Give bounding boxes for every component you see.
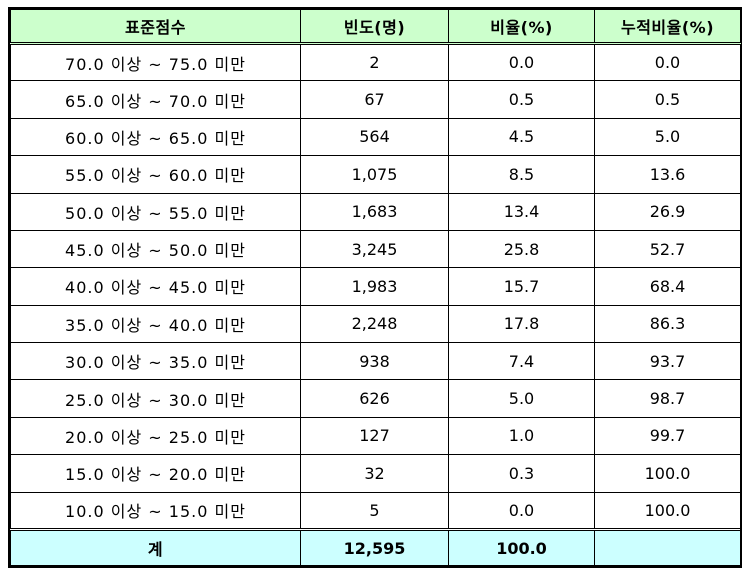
cell-cumulative: 98.7 bbox=[594, 379, 741, 418]
table-row: 55.0 이상 ~ 60.0 미만 1,075 8.5 13.6 bbox=[10, 155, 741, 194]
cell-range: 30.0 이상 ~ 35.0 미만 bbox=[10, 341, 301, 381]
table-row: 35.0 이상 ~ 40.0 미만 2,248 17.8 86.3 bbox=[10, 304, 741, 344]
cell-ratio: 5.0 bbox=[448, 379, 595, 418]
total-label: 계 bbox=[10, 528, 301, 566]
cell-range: 45.0 이상 ~ 50.0 미만 bbox=[10, 229, 301, 269]
header-frequency: 빈도(명) bbox=[300, 9, 449, 45]
cell-cumulative: 52.7 bbox=[594, 229, 741, 269]
cell-ratio: 0.3 bbox=[448, 454, 595, 493]
cell-count: 5 bbox=[300, 491, 449, 530]
cell-range: 10.0 이상 ~ 15.0 미만 bbox=[10, 491, 301, 530]
table-row: 70.0 이상 ~ 75.0 미만 2 0.0 0.0 bbox=[10, 42, 741, 82]
frequency-table-frame: 표준점수 빈도(명) 비율(%) 누적비율(%) 70.0 이상 ~ 75.0 … bbox=[8, 7, 742, 568]
table-row: 50.0 이상 ~ 55.0 미만 1,683 13.4 26.9 bbox=[10, 192, 741, 231]
total-cumulative bbox=[594, 528, 741, 566]
table-row: 25.0 이상 ~ 30.0 미만 626 5.0 98.7 bbox=[10, 379, 741, 418]
cell-range: 40.0 이상 ~ 45.0 미만 bbox=[10, 267, 301, 306]
cell-count: 1,683 bbox=[300, 192, 449, 231]
cell-cumulative: 0.0 bbox=[594, 42, 741, 82]
total-ratio: 100.0 bbox=[448, 528, 595, 566]
table-row: 40.0 이상 ~ 45.0 미만 1,983 15.7 68.4 bbox=[10, 267, 741, 306]
cell-cumulative: 93.7 bbox=[594, 341, 741, 381]
cell-ratio: 0.5 bbox=[448, 80, 595, 119]
cell-ratio: 17.8 bbox=[448, 304, 595, 344]
total-row: 계 12,595 100.0 bbox=[10, 528, 741, 566]
table-row: 60.0 이상 ~ 65.0 미만 564 4.5 5.0 bbox=[10, 117, 741, 157]
cell-range: 65.0 이상 ~ 70.0 미만 bbox=[10, 80, 301, 119]
cell-range: 15.0 이상 ~ 20.0 미만 bbox=[10, 454, 301, 493]
cell-count: 67 bbox=[300, 80, 449, 119]
cell-cumulative: 68.4 bbox=[594, 267, 741, 306]
table-row: 20.0 이상 ~ 25.0 미만 127 1.0 99.7 bbox=[10, 416, 741, 456]
cell-ratio: 4.5 bbox=[448, 117, 595, 157]
cell-ratio: 7.4 bbox=[448, 341, 595, 381]
cell-cumulative: 100.0 bbox=[594, 491, 741, 530]
cell-count: 2 bbox=[300, 42, 449, 82]
cell-count: 1,983 bbox=[300, 267, 449, 306]
header-cumulative-ratio: 누적비율(%) bbox=[594, 9, 741, 45]
cell-cumulative: 26.9 bbox=[594, 192, 741, 231]
frequency-table: 표준점수 빈도(명) 비율(%) 누적비율(%) 70.0 이상 ~ 75.0 … bbox=[10, 9, 741, 566]
cell-range: 50.0 이상 ~ 55.0 미만 bbox=[10, 192, 301, 231]
table-row: 10.0 이상 ~ 15.0 미만 5 0.0 100.0 bbox=[10, 491, 741, 530]
cell-ratio: 1.0 bbox=[448, 416, 595, 456]
cell-count: 3,245 bbox=[300, 229, 449, 269]
cell-range: 70.0 이상 ~ 75.0 미만 bbox=[10, 42, 301, 82]
cell-cumulative: 86.3 bbox=[594, 304, 741, 344]
table-row: 15.0 이상 ~ 20.0 미만 32 0.3 100.0 bbox=[10, 454, 741, 493]
cell-cumulative: 100.0 bbox=[594, 454, 741, 493]
cell-range: 55.0 이상 ~ 60.0 미만 bbox=[10, 155, 301, 194]
table-row: 65.0 이상 ~ 70.0 미만 67 0.5 0.5 bbox=[10, 80, 741, 119]
header-ratio: 비율(%) bbox=[448, 9, 595, 45]
cell-ratio: 0.0 bbox=[448, 491, 595, 530]
header-row: 표준점수 빈도(명) 비율(%) 누적비율(%) bbox=[10, 9, 741, 45]
cell-cumulative: 0.5 bbox=[594, 80, 741, 119]
cell-range: 25.0 이상 ~ 30.0 미만 bbox=[10, 379, 301, 418]
cell-range: 20.0 이상 ~ 25.0 미만 bbox=[10, 416, 301, 456]
total-count: 12,595 bbox=[300, 528, 449, 566]
table-footer: 계 12,595 100.0 bbox=[10, 528, 741, 566]
cell-ratio: 15.7 bbox=[448, 267, 595, 306]
cell-ratio: 13.4 bbox=[448, 192, 595, 231]
table-row: 30.0 이상 ~ 35.0 미만 938 7.4 93.7 bbox=[10, 341, 741, 381]
cell-count: 626 bbox=[300, 379, 449, 418]
cell-count: 127 bbox=[300, 416, 449, 456]
cell-range: 60.0 이상 ~ 65.0 미만 bbox=[10, 117, 301, 157]
cell-cumulative: 5.0 bbox=[594, 117, 741, 157]
cell-ratio: 0.0 bbox=[448, 42, 595, 82]
header-standard-score: 표준점수 bbox=[10, 9, 301, 45]
cell-cumulative: 99.7 bbox=[594, 416, 741, 456]
cell-range: 35.0 이상 ~ 40.0 미만 bbox=[10, 304, 301, 344]
cell-ratio: 8.5 bbox=[448, 155, 595, 194]
table-body: 70.0 이상 ~ 75.0 미만 2 0.0 0.0 65.0 이상 ~ 70… bbox=[10, 42, 741, 530]
cell-count: 938 bbox=[300, 341, 449, 381]
table-row: 45.0 이상 ~ 50.0 미만 3,245 25.8 52.7 bbox=[10, 229, 741, 269]
table-header: 표준점수 빈도(명) 비율(%) 누적비율(%) bbox=[10, 9, 741, 45]
cell-count: 564 bbox=[300, 117, 449, 157]
cell-cumulative: 13.6 bbox=[594, 155, 741, 194]
cell-count: 1,075 bbox=[300, 155, 449, 194]
cell-count: 2,248 bbox=[300, 304, 449, 344]
cell-count: 32 bbox=[300, 454, 449, 493]
cell-ratio: 25.8 bbox=[448, 229, 595, 269]
